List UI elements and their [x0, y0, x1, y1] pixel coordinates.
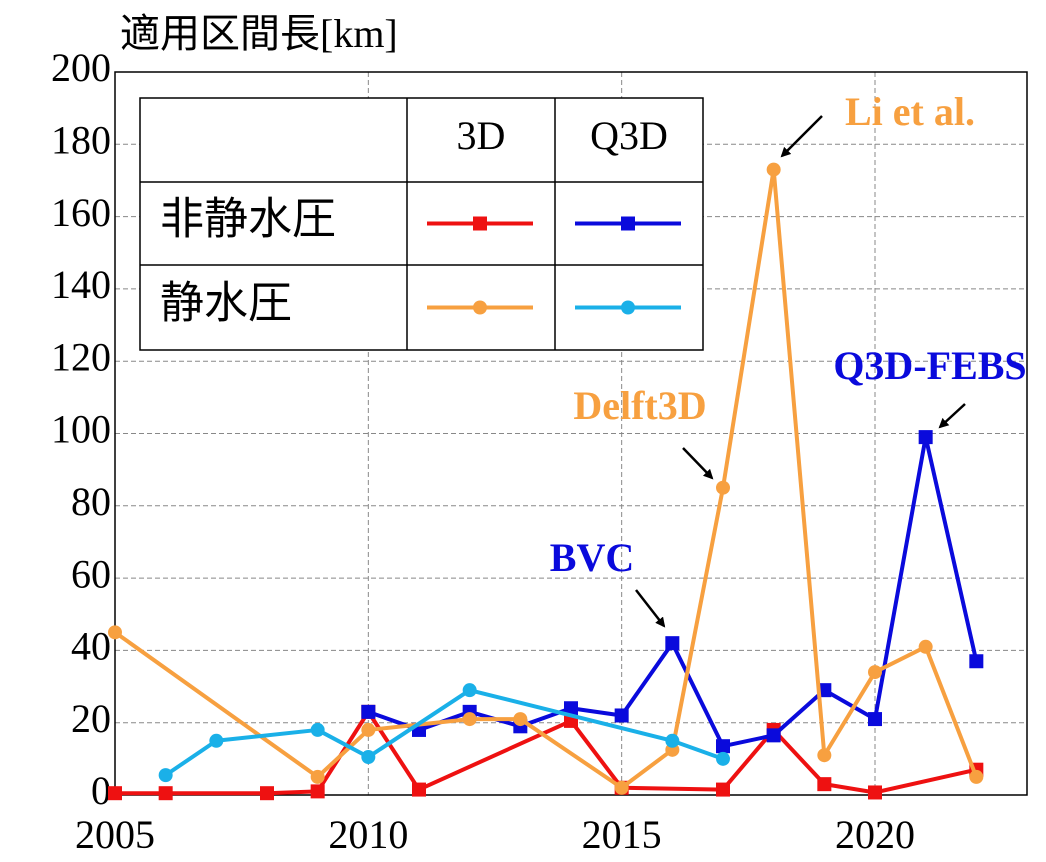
marker [868, 665, 882, 680]
marker [260, 786, 274, 801]
marker [462, 683, 477, 698]
legend-row-label: 静水圧 [160, 279, 292, 328]
marker [462, 712, 477, 727]
y-tick-label: 200 [51, 45, 111, 90]
legend-row-label: 非静水圧 [160, 195, 336, 244]
legend-marker [473, 300, 487, 315]
annotation-arrow [682, 447, 714, 480]
marker [716, 782, 730, 797]
marker [665, 733, 680, 748]
marker [108, 786, 122, 801]
marker [766, 728, 781, 743]
marker [918, 639, 933, 654]
marker [361, 750, 376, 765]
y-tick-label: 120 [51, 334, 111, 379]
x-tick-label: 2005 [75, 812, 155, 857]
marker [868, 785, 882, 800]
y-tick-label: 140 [51, 262, 111, 307]
legend-column-label: 3D [457, 113, 506, 158]
marker [665, 636, 680, 651]
axis-title: 適用区間長[km] [120, 11, 398, 56]
x-tick-label: 2010 [328, 812, 408, 857]
marker [817, 748, 832, 763]
marker [513, 712, 528, 727]
marker [614, 708, 629, 723]
marker [564, 701, 578, 716]
y-tick-label: 100 [51, 407, 111, 452]
marker [868, 712, 882, 727]
y-tick-label: 80 [71, 479, 111, 524]
marker [158, 768, 173, 783]
marker [108, 625, 122, 640]
marker [969, 654, 984, 669]
marker [361, 704, 376, 719]
annotation-arrow [780, 115, 823, 158]
y-tick-label: 60 [71, 551, 111, 596]
marker [716, 480, 730, 495]
marker [716, 739, 730, 754]
plot-frame [114, 71, 1028, 796]
marker [412, 782, 426, 797]
annotation-arrow [635, 589, 666, 628]
marker [209, 733, 224, 748]
legend-marker [473, 216, 487, 231]
y-tick-label: 160 [51, 190, 111, 235]
x-tick-label: 2020 [835, 812, 915, 857]
marker [158, 786, 173, 801]
marker [310, 784, 325, 799]
annotation: Q3D-FEBS [833, 343, 1026, 388]
marker [614, 780, 629, 795]
marker [361, 722, 376, 737]
marker [310, 722, 325, 737]
y-tick-label: 20 [71, 696, 111, 741]
marker [716, 751, 730, 766]
annotation: Delft3D [573, 383, 706, 428]
annotation: BVC [550, 535, 634, 580]
marker [918, 430, 933, 445]
marker [766, 162, 781, 177]
marker [969, 769, 984, 784]
annotation: Li et al. [845, 89, 975, 134]
marker [310, 769, 325, 784]
x-tick-label: 2015 [582, 812, 662, 857]
marker [817, 777, 832, 792]
annotation-arrow [938, 403, 966, 429]
y-tick-label: 0 [91, 768, 111, 813]
y-tick-label: 40 [71, 624, 111, 669]
legend-marker [621, 216, 635, 231]
legend-marker [621, 300, 635, 315]
y-tick-label: 180 [51, 117, 111, 162]
legend-column-label: Q3D [590, 113, 668, 158]
